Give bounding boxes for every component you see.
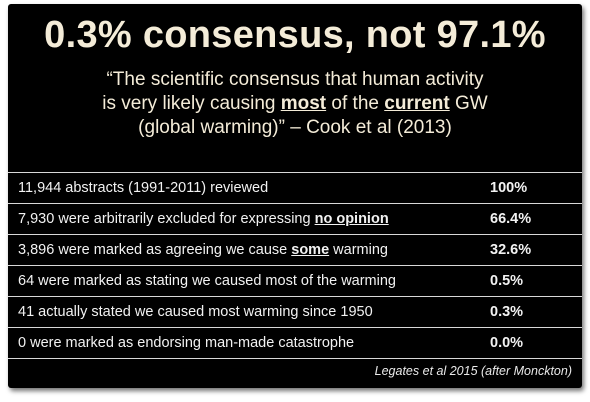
quote-text: of the	[326, 93, 385, 114]
row-text: 3,896 were marked as agreeing we cause	[18, 242, 292, 258]
row-description: 41 actually stated we caused most warmin…	[18, 304, 373, 320]
quote-line-3: (global warming)” – Cook et al (2013)	[138, 117, 452, 138]
table-row: 41 actually stated we caused most warmin…	[8, 297, 582, 328]
cook-quote: “The scientific consensus that human act…	[8, 68, 582, 140]
row-emphasis: no opinion	[314, 211, 389, 227]
row-description: 64 were marked as stating we caused most…	[18, 273, 396, 289]
row-percentage: 0.3%	[490, 304, 524, 320]
row-description: 11,944 abstracts (1991-2011) reviewed	[18, 180, 269, 196]
row-percentage: 32.6%	[490, 242, 532, 258]
table-row: 64 were marked as stating we caused most…	[8, 266, 582, 297]
row-text: warming	[329, 242, 388, 258]
row-percentage: 100%	[490, 180, 528, 196]
quote-emphasis-current: current	[384, 93, 450, 114]
row-text: 7,930 were arbitrarily excluded for expr…	[18, 211, 315, 227]
quote-line-2: is very likely causing most of the curre…	[8, 92, 582, 116]
row-description: 3,896 were marked as agreeing we cause s…	[18, 242, 388, 258]
row-description: 7,930 were arbitrarily excluded for expr…	[18, 211, 389, 227]
infographic-panel: 0.3% consensus, not 97.1% “The scientifi…	[8, 4, 582, 388]
source-citation: Legates et al 2015 (after Monckton)	[374, 364, 572, 378]
row-description: 0 were marked as endorsing man-made cata…	[18, 335, 355, 351]
quote-text: is very likely causing	[102, 93, 281, 114]
quote-line-1: “The scientific consensus that human act…	[106, 69, 484, 90]
quote-text: GW	[449, 93, 488, 114]
row-emphasis: some	[291, 242, 330, 258]
table-row: 11,944 abstracts (1991-2011) reviewed 10…	[8, 173, 582, 204]
row-percentage: 0.0%	[490, 335, 524, 351]
table-row: 7,930 were arbitrarily excluded for expr…	[8, 204, 582, 235]
row-percentage: 66.4%	[490, 211, 532, 227]
quote-emphasis-most: most	[280, 93, 327, 114]
table-row: 3,896 were marked as agreeing we cause s…	[8, 235, 582, 266]
row-percentage: 0.5%	[490, 273, 524, 289]
headline: 0.3% consensus, not 97.1%	[44, 14, 546, 56]
table-row: 0 were marked as endorsing man-made cata…	[8, 328, 582, 359]
abstracts-table: 11,944 abstracts (1991-2011) reviewed 10…	[8, 172, 582, 359]
